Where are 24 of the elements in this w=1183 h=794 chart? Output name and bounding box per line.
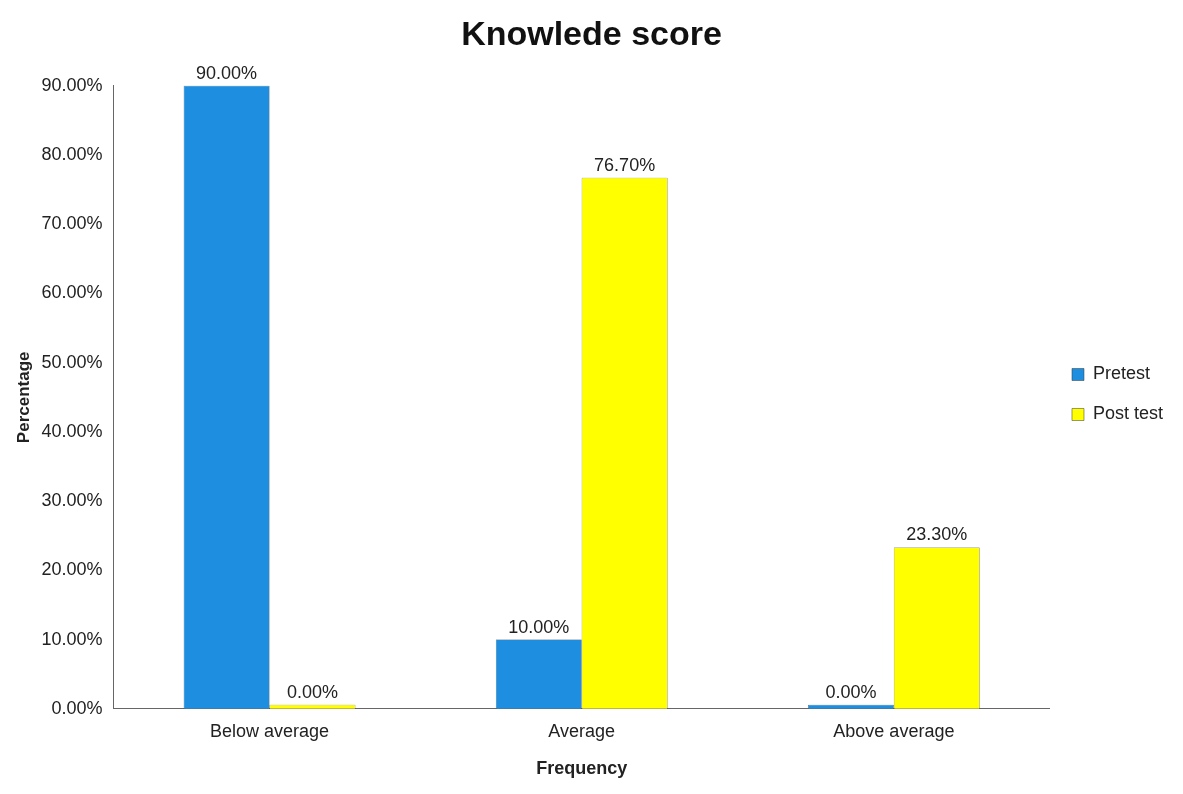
legend-label: Pretest	[1092, 363, 1150, 384]
y-tick-label: 20.00%	[41, 559, 103, 580]
y-tick-label: 40.00%	[41, 420, 103, 441]
x-tick-label: Average	[548, 720, 616, 741]
legend-label: Post test	[1092, 403, 1163, 424]
y-tick-label: 80.00%	[41, 143, 103, 164]
data-label: 10.00%	[508, 616, 570, 637]
x-tick-label: Above average	[833, 720, 955, 741]
data-label: 90.00%	[196, 62, 258, 83]
data-label: 0.00%	[286, 681, 338, 702]
y-tick-label: 0.00%	[51, 697, 103, 718]
y-tick-label: 90.00%	[41, 74, 103, 95]
chart-title: Knowlede score	[461, 13, 722, 52]
y-tick-label: 50.00%	[41, 351, 103, 372]
y-tick-label: 60.00%	[41, 282, 103, 303]
y-axis-title: Percentage	[13, 351, 33, 444]
x-tick-label: Below average	[210, 720, 330, 741]
y-tick-label: 10.00%	[41, 628, 103, 649]
data-label: 23.30%	[906, 524, 968, 545]
data-label: 0.00%	[825, 681, 877, 702]
y-tick-label: 30.00%	[41, 490, 103, 511]
y-tick-label: 70.00%	[41, 213, 103, 234]
x-axis-title: Frequency	[536, 758, 628, 779]
data-label: 76.70%	[594, 154, 656, 175]
